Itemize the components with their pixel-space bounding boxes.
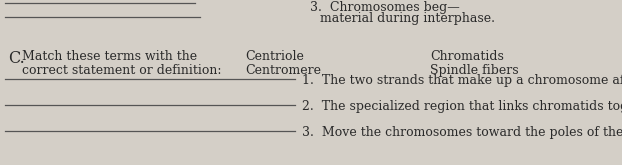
Text: 3.  Chromosomes beg—: 3. Chromosomes beg— <box>310 1 460 14</box>
Text: 2.  The specialized region that links chromatids together.: 2. The specialized region that links chr… <box>302 100 622 113</box>
Text: material during interphase.: material during interphase. <box>320 12 495 25</box>
Text: Chromatids: Chromatids <box>430 50 504 63</box>
Text: Spindle fibers: Spindle fibers <box>430 64 519 77</box>
Text: Centriole: Centriole <box>245 50 304 63</box>
Text: 1.  The two strands that make up a chromosome after interphase.: 1. The two strands that make up a chromo… <box>302 74 622 87</box>
Text: Centromere: Centromere <box>245 64 321 77</box>
Text: C.: C. <box>8 50 25 67</box>
Text: 3.  Move the chromosomes toward the poles of the cell.: 3. Move the chromosomes toward the poles… <box>302 126 622 139</box>
Text: correct statement or definition:: correct statement or definition: <box>22 64 221 77</box>
Text: Match these terms with the: Match these terms with the <box>22 50 197 63</box>
